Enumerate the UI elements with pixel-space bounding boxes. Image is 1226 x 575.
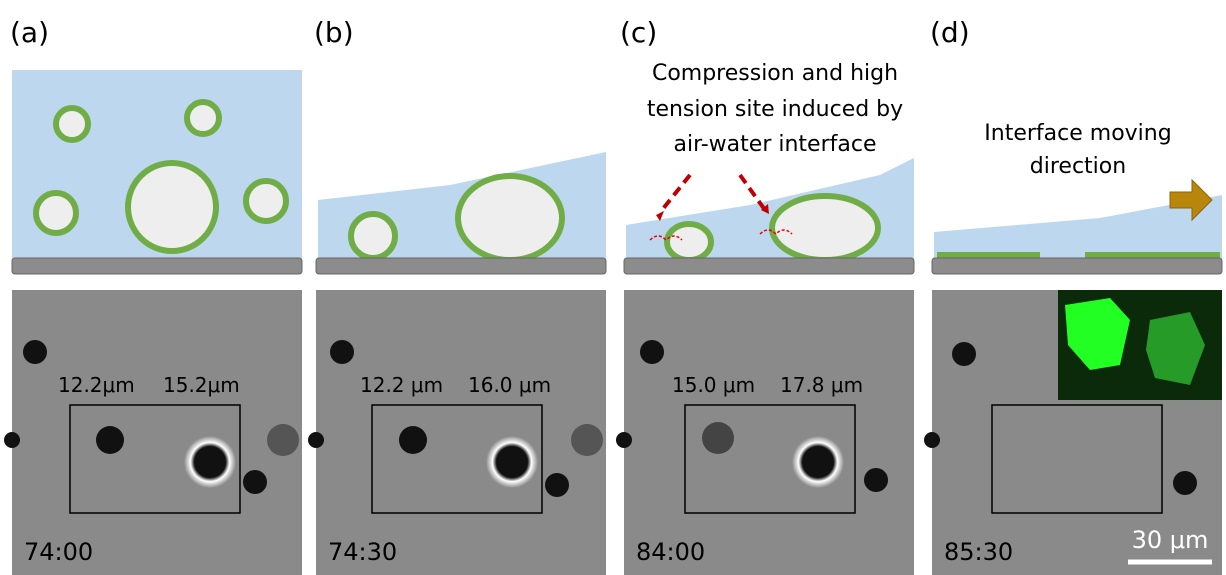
- timestamp: 84:00: [636, 538, 705, 566]
- schematic-b: [316, 152, 606, 274]
- panel-label: (a): [10, 16, 49, 49]
- measurement: 12.2 μm: [360, 373, 443, 397]
- measurement: 17.8 μm: [780, 373, 863, 397]
- measurement: 16.0 μm: [468, 373, 551, 397]
- annotation: tension site induced by: [647, 97, 903, 122]
- panel-label: (c): [620, 16, 657, 49]
- timestamp: 85:30: [944, 538, 1013, 566]
- micrographs: [4, 290, 1222, 575]
- panel-label: (d): [930, 16, 970, 49]
- schematic-c: [624, 158, 914, 274]
- annotation: Interface moving: [984, 121, 1171, 146]
- measurement: 15.0 μm: [672, 373, 755, 397]
- measurement: 12.2μm: [58, 373, 135, 397]
- annotation: air-water interface: [674, 132, 877, 157]
- measurement: 15.2μm: [163, 373, 240, 397]
- timestamp: 74:30: [328, 538, 397, 566]
- figure: (a) (b) (c) (d) Compression and high ten…: [0, 0, 1226, 575]
- scale-bar-label: 30 μm: [1132, 526, 1209, 554]
- timestamp: 74:00: [24, 538, 93, 566]
- schematic-d: [932, 180, 1222, 274]
- panel-label: (b): [314, 16, 354, 49]
- annotation: Compression and high: [652, 61, 898, 86]
- schematic-a: [12, 70, 302, 274]
- annotation: direction: [1030, 154, 1126, 179]
